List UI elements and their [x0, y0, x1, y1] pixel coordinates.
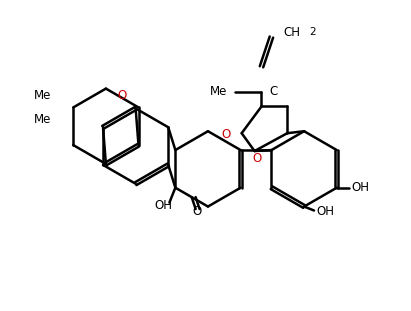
- Text: O: O: [118, 89, 127, 102]
- Text: CH: CH: [283, 26, 300, 39]
- Text: C: C: [270, 85, 278, 98]
- Text: O: O: [222, 128, 231, 141]
- Text: Me: Me: [34, 89, 51, 102]
- Text: OH: OH: [316, 205, 334, 218]
- Text: 2: 2: [309, 27, 316, 37]
- Text: Me: Me: [210, 85, 227, 98]
- Text: Me: Me: [34, 113, 51, 126]
- Text: OH: OH: [155, 199, 173, 212]
- Text: OH: OH: [351, 181, 369, 194]
- Text: O: O: [252, 152, 261, 165]
- Text: O: O: [192, 206, 201, 219]
